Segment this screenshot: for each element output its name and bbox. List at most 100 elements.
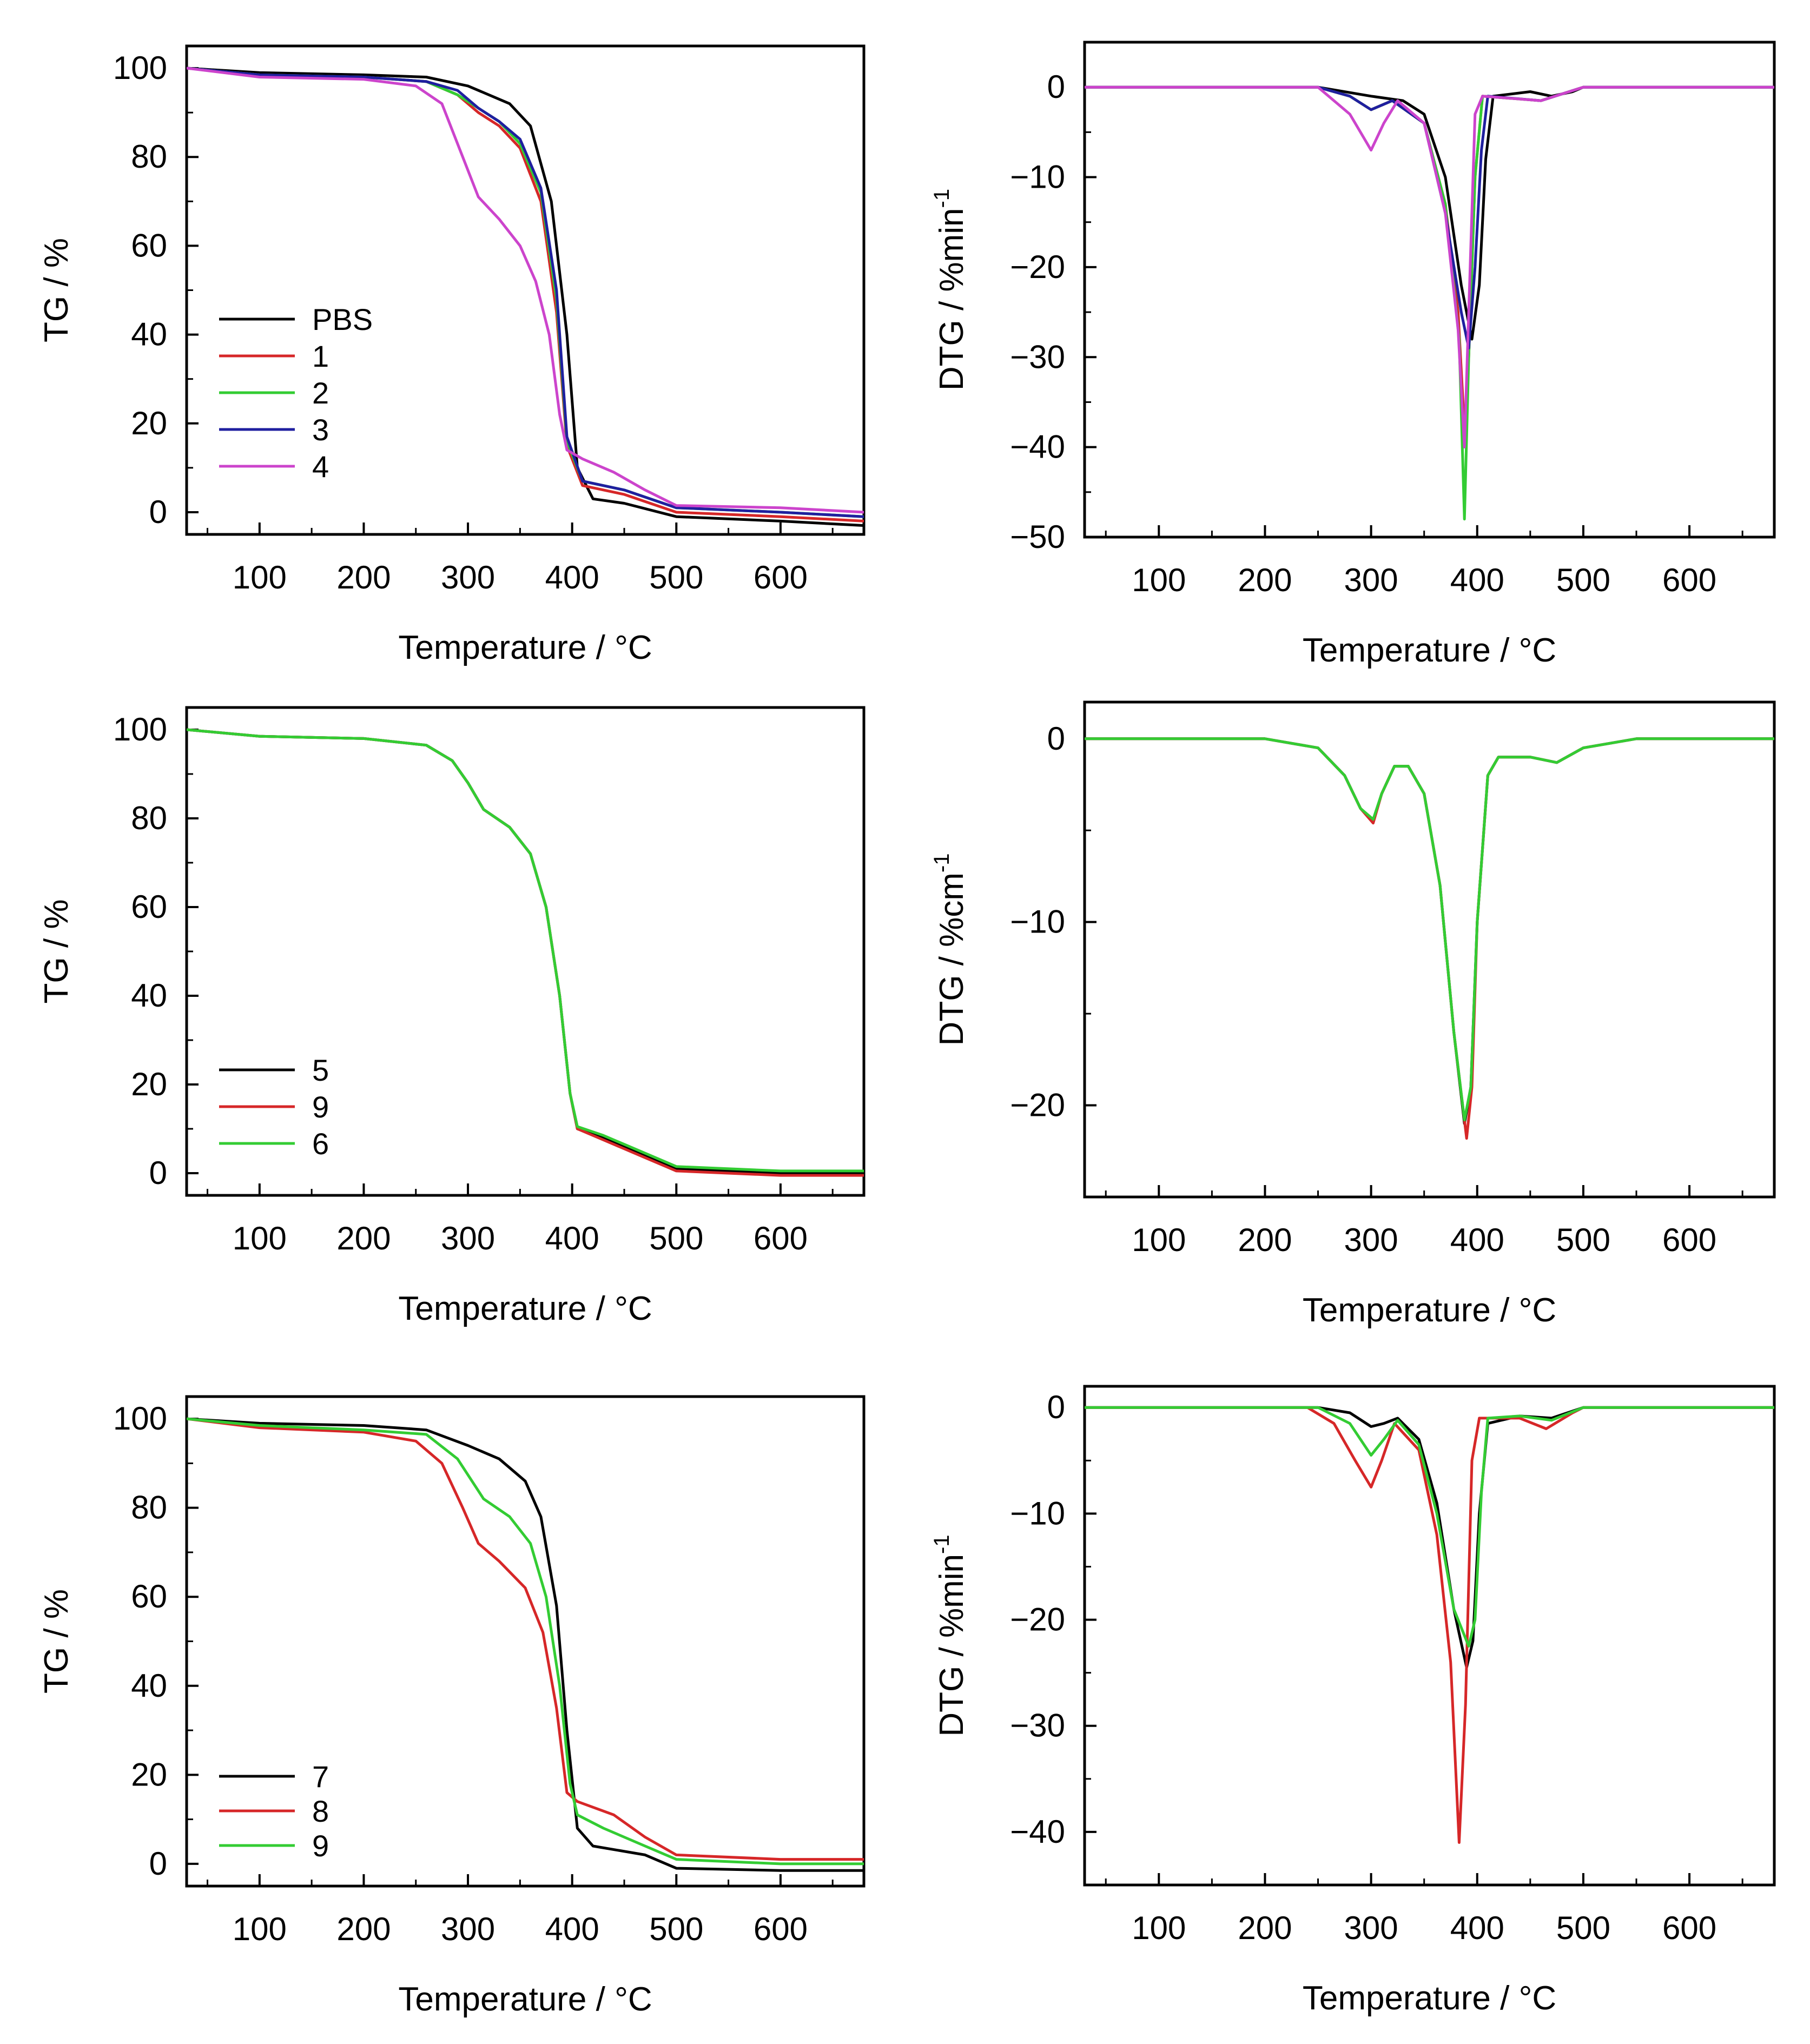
plot-frame: [1083, 41, 1776, 539]
x-tick-label: 400: [1450, 1222, 1504, 1258]
series-line-9: [1085, 737, 1774, 1140]
x-tick-label: 300: [1344, 1910, 1398, 1946]
x-tick-label: 100: [1132, 1910, 1186, 1946]
y-tick-label: 40: [131, 316, 167, 353]
panel-dtg-top: 100 200 300 400 500 600 0 −10 −20 −30 −40 −50 Temper…: [930, 41, 1776, 669]
x-tick-label: 200: [1238, 1222, 1292, 1258]
y-tick-label: −20: [1010, 249, 1065, 285]
legend: 596: [219, 1053, 329, 1161]
y-tick-label: 20: [131, 1756, 167, 1792]
series-group: [187, 1417, 864, 1872]
y-tick-label: 0: [1047, 720, 1065, 757]
y-tick-label: −30: [1010, 339, 1065, 375]
y-tick-label: 0: [1047, 69, 1065, 105]
x-tick-label: 300: [441, 559, 495, 596]
plot-frame: [185, 1395, 866, 1888]
y-tick-label: 0: [1047, 1389, 1065, 1425]
y-tick-label: 80: [131, 138, 167, 175]
series-line-7: [187, 1417, 864, 1872]
y-tick-label: 0: [149, 1845, 167, 1882]
series-line-2: [1085, 85, 1774, 521]
x-tick-label: 500: [649, 1220, 703, 1256]
x-tick-label: 200: [1238, 1910, 1292, 1946]
y-axis-label-superscript: -1: [930, 854, 954, 873]
x-tick-label: 600: [754, 559, 808, 596]
series-line-5: [1085, 737, 1774, 1125]
y-tick-label: 60: [131, 889, 167, 925]
legend-label: 2: [312, 376, 329, 410]
x-tick-label: 300: [441, 1220, 495, 1256]
legend-label: 4: [312, 449, 329, 484]
x-axis-label: Temperature / °C: [398, 1981, 652, 2018]
x-tick-label: 400: [1450, 562, 1504, 598]
legend-label: 1: [312, 339, 329, 373]
x-tick-label: 600: [754, 1911, 808, 1947]
plot-frame: [1083, 700, 1776, 1199]
y-axis-label: TG / %: [38, 238, 75, 342]
plot-frame: [1083, 1385, 1776, 1887]
y-axis-label-superscript: -1: [930, 189, 954, 208]
legend-label: 6: [312, 1127, 329, 1161]
legend-label: 5: [312, 1053, 329, 1087]
y-tick-label: 40: [131, 1668, 167, 1704]
x-tick-label: 500: [1556, 1910, 1610, 1946]
panel-tg-top: 100 200 300 400 500 600 0 20 40 60 80 100 Temperatur…: [38, 44, 866, 666]
x-tick-label: 300: [441, 1911, 495, 1947]
y-tick-label: −40: [1010, 429, 1065, 465]
x-tick-label: 100: [233, 1911, 287, 1947]
x-tick-label: 400: [1450, 1910, 1504, 1946]
series-line-9: [187, 728, 864, 1177]
y-axis-label-text: DTG / %min: [933, 1554, 970, 1737]
x-tick-label: 500: [649, 559, 703, 596]
y-tick-label: 100: [113, 1400, 167, 1437]
series-line-9: [187, 1417, 864, 1866]
x-axis-label: Temperature / °C: [1303, 632, 1556, 669]
x-axis-label: Temperature / °C: [398, 1290, 652, 1327]
y-tick-label: 0: [149, 494, 167, 530]
x-tick-label: 200: [1238, 562, 1292, 598]
y-tick-label: 100: [113, 711, 167, 748]
panel-tg-bot: 100 200 300 400 500 600 0 20 40 60 80 100 Temperatur…: [38, 1395, 866, 2018]
y-tick-label: 100: [113, 50, 167, 86]
y-tick-label: 60: [131, 1578, 167, 1615]
legend-label: 9: [312, 1829, 329, 1863]
y-tick-label: −40: [1010, 1814, 1065, 1850]
series-group: [1085, 85, 1774, 521]
y-axis-label-text: DTG / %cm: [933, 872, 970, 1046]
x-tick-label: 200: [336, 559, 391, 596]
series-group: [187, 728, 864, 1177]
series-line-2: [187, 67, 864, 518]
panel-tg-mid: 100 200 300 400 500 600 0 20 40 60 80 100 Temperatur…: [38, 706, 866, 1327]
y-axis-label: DTG / %min-1: [930, 1534, 970, 1736]
x-tick-label: 500: [649, 1911, 703, 1947]
legend-label: 9: [312, 1090, 329, 1124]
x-tick-label: 100: [233, 559, 287, 596]
legend-label: 8: [312, 1794, 329, 1828]
y-axis-label-superscript: -1: [930, 1534, 954, 1554]
series-line-PBS: [187, 67, 864, 527]
y-tick-label: 80: [131, 1490, 167, 1526]
y-tick-label: −20: [1010, 1087, 1065, 1123]
series-line-7: [1085, 1406, 1774, 1669]
series-group: [1085, 1406, 1774, 1844]
series-line-8: [1085, 1406, 1774, 1844]
series-group: [187, 67, 864, 527]
series-line-1: [187, 67, 864, 522]
x-tick-label: 200: [336, 1911, 391, 1947]
y-axis-label: DTG / %cm-1: [930, 854, 970, 1046]
x-axis-label: Temperature / °C: [398, 629, 652, 666]
x-tick-label: 100: [233, 1220, 287, 1256]
y-axis-label: DTG / %min-1: [930, 189, 970, 391]
x-tick-label: 300: [1344, 1222, 1398, 1258]
x-tick-label: 300: [1344, 562, 1398, 598]
x-tick-label: 500: [1556, 1222, 1610, 1258]
panel-dtg-mid: 100 200 300 400 500 600 0 −10 −20 Temperature / °…: [930, 700, 1776, 1329]
y-tick-label: 0: [149, 1155, 167, 1191]
y-axis-label-text: TG / %: [38, 1589, 75, 1694]
y-tick-label: −10: [1010, 904, 1065, 940]
series-group: [1085, 737, 1774, 1140]
y-tick-label: 80: [131, 800, 167, 836]
y-tick-label: −20: [1010, 1602, 1065, 1638]
